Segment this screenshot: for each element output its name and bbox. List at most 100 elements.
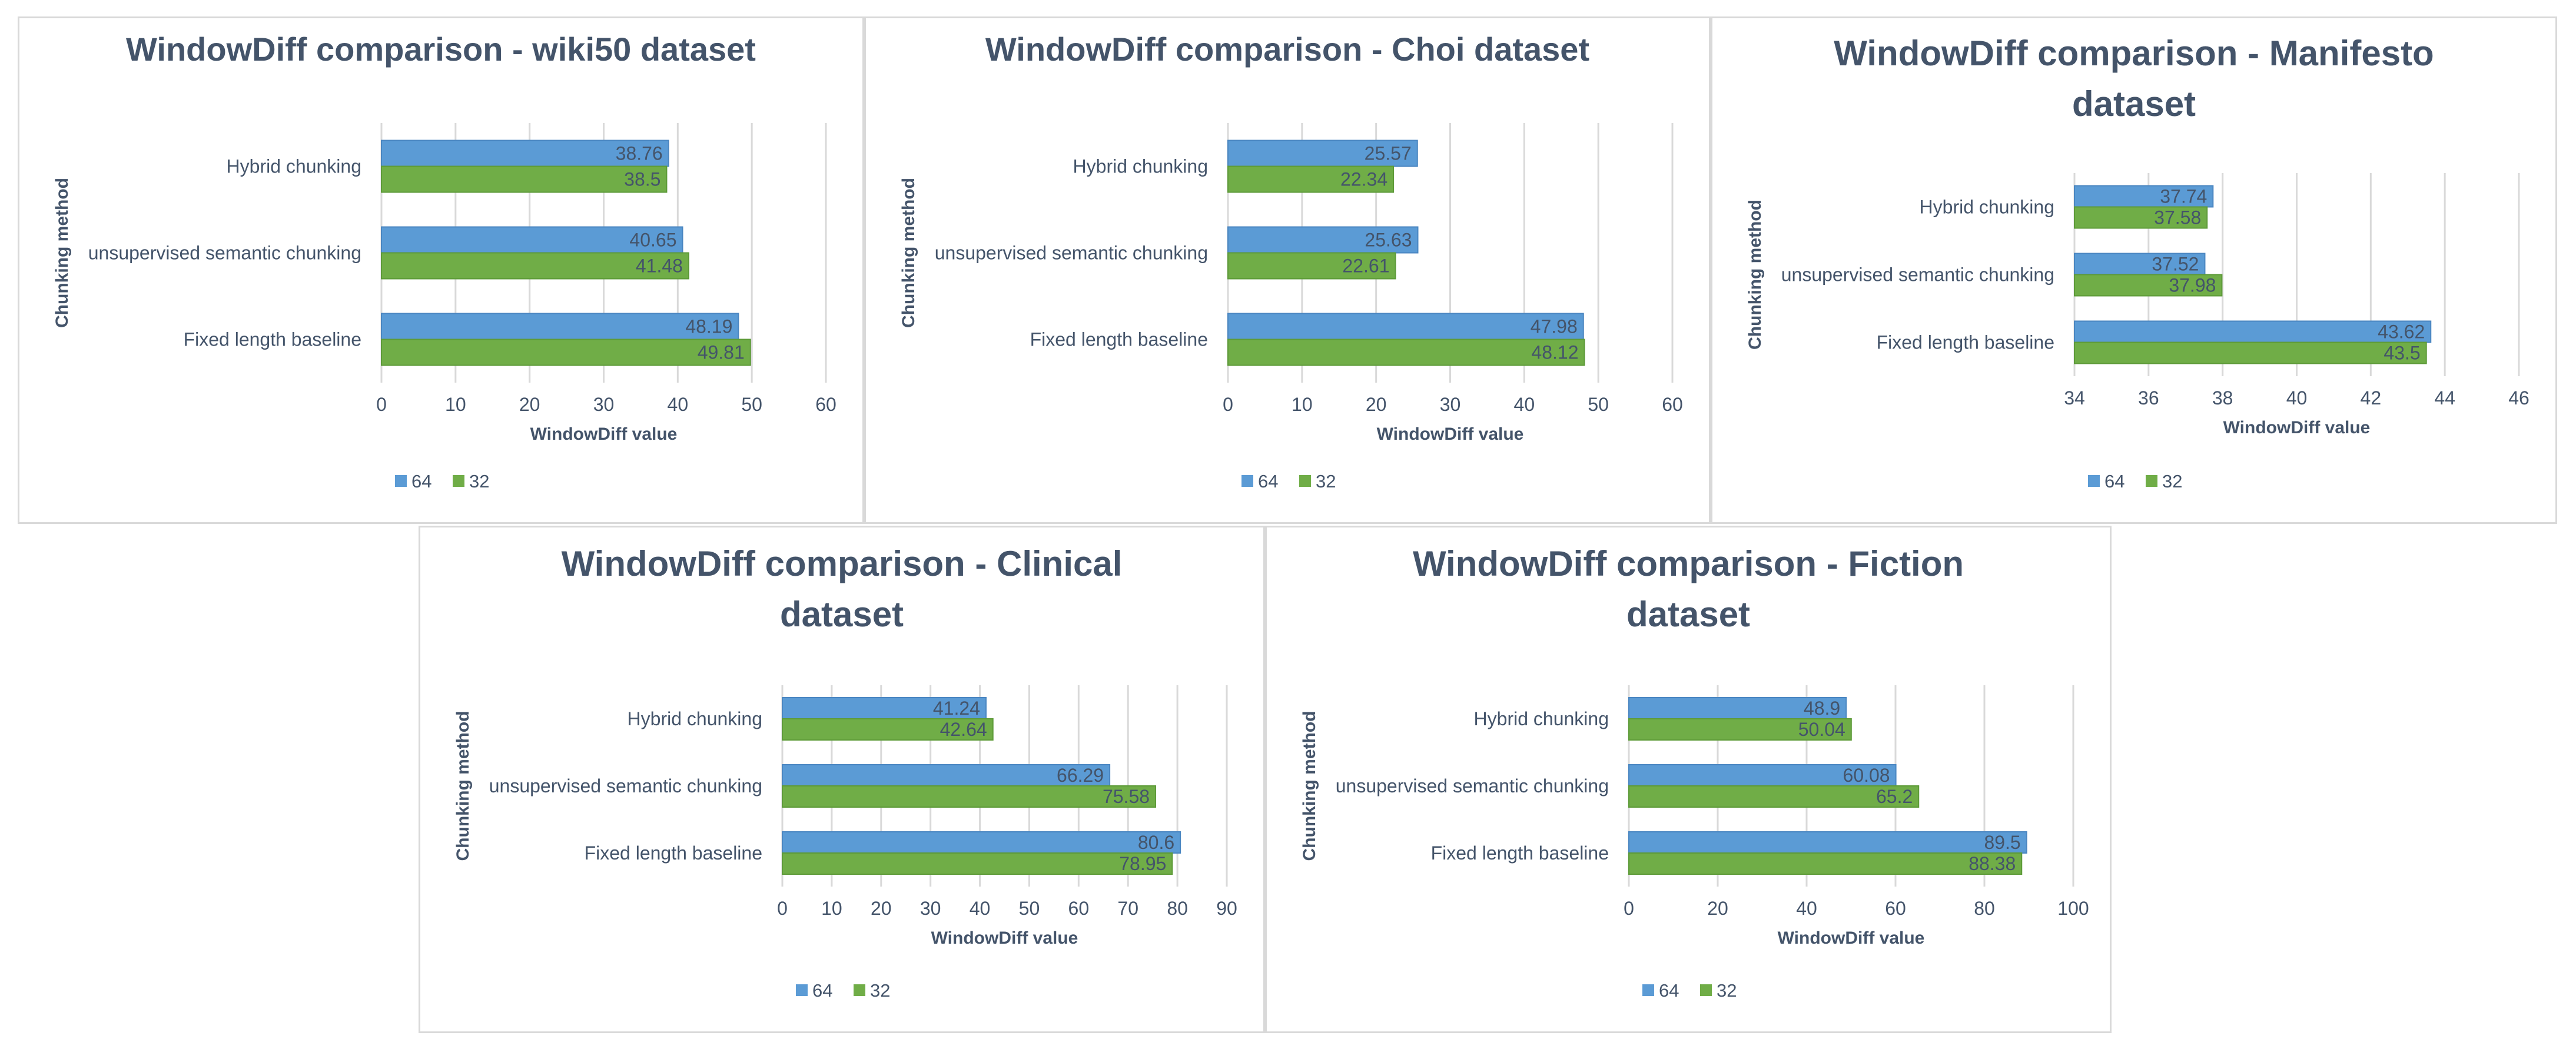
y-axis-title: Chunking method (899, 178, 918, 328)
legend-label: 64 (2104, 471, 2124, 492)
chart-title: WindowDiff comparison - Clinical (562, 544, 1123, 583)
bar-series-32 (381, 252, 689, 280)
bar-series-32 (1227, 252, 1396, 280)
x-tick-label: 0 (1223, 394, 1233, 415)
data-label: 38.76 (616, 143, 663, 164)
data-label: 50.04 (1798, 719, 1845, 740)
x-tick-label: 20 (871, 898, 892, 919)
bar-series-64 (782, 764, 1111, 786)
legend-label: 64 (812, 980, 832, 1001)
data-label: 25.63 (1365, 230, 1412, 251)
y-axis-title: Chunking method (52, 178, 72, 328)
data-label: 41.24 (933, 698, 980, 719)
chart-svg: WindowDiff comparison - Choi dataset 0 10 2… (899, 31, 1683, 492)
x-tick-label: 80 (1167, 898, 1188, 919)
chart-panel-manifesto: WindowDiff comparison - Manifesto dataset… (1711, 16, 2557, 524)
data-label: 22.61 (1342, 255, 1389, 277)
data-label: 88.38 (1968, 853, 2016, 874)
data-label: 37.52 (2152, 254, 2199, 275)
legend-label: 64 (1659, 980, 1679, 1001)
data-label: 48.9 (1804, 698, 1840, 719)
bar-series-64 (381, 226, 683, 254)
x-tick-label: 60 (815, 394, 836, 415)
bar-series-32 (2074, 274, 2223, 297)
bar-series-64 (782, 831, 1181, 854)
x-tick-label: 40 (1796, 898, 1817, 919)
legend-swatch-64 (1642, 984, 1654, 996)
x-tick-label: 50 (741, 394, 762, 415)
category-label: Fixed length baseline (585, 842, 762, 864)
x-tick-label: 30 (920, 898, 941, 919)
x-tick-label: 46 (2508, 387, 2529, 409)
bar-series-32 (1628, 852, 2023, 875)
category-label: unsupervised semantic chunking (935, 243, 1208, 264)
bar-series-32 (1628, 785, 1920, 808)
legend-label: 64 (411, 471, 431, 492)
data-label: 89.5 (1984, 832, 2020, 853)
bar-series-32 (782, 785, 1157, 808)
category-label: unsupervised semantic chunking (489, 775, 762, 797)
legend-label: 32 (1316, 471, 1336, 492)
x-tick-label: 0 (376, 394, 387, 415)
x-tick-label: 10 (1292, 394, 1313, 415)
data-label: 41.48 (636, 255, 683, 277)
legend-label: 32 (469, 471, 489, 492)
category-label: Fixed length baseline (1030, 329, 1208, 350)
x-tick-label: 44 (2434, 387, 2455, 409)
chart-panel-clinical: WindowDiff comparison - Clinical dataset 0… (419, 526, 1265, 1033)
x-tick-label: 38 (2212, 387, 2233, 409)
chart-title: dataset (2072, 84, 2196, 124)
data-label: 75.58 (1103, 786, 1150, 807)
y-axis-title: Chunking method (1300, 711, 1319, 861)
legend-label: 32 (1717, 980, 1737, 1001)
data-label: 38.5 (624, 169, 660, 190)
bar-series-32 (1628, 718, 1852, 741)
x-tick-label: 10 (821, 898, 842, 919)
x-tick-label: 60 (1885, 898, 1906, 919)
x-tick-label: 80 (1974, 898, 1995, 919)
data-label: 37.74 (2160, 186, 2207, 207)
legend-swatch-32 (453, 475, 464, 487)
data-label: 40.65 (629, 230, 676, 251)
data-label: 37.58 (2154, 207, 2201, 228)
data-label: 80.6 (1138, 832, 1174, 853)
bar-series-64 (2074, 320, 2432, 343)
data-label: 37.98 (2169, 275, 2216, 296)
data-label: 42.64 (940, 719, 987, 740)
category-label: Fixed length baseline (184, 329, 361, 350)
bar-series-64 (2074, 253, 2206, 276)
category-label: unsupervised semantic chunking (1781, 264, 2054, 286)
legend-swatch-32 (2146, 475, 2157, 487)
data-label: 78.95 (1119, 853, 1166, 874)
x-axis-title: WindowDiff value (931, 928, 1078, 948)
x-axis-title: WindowDiff value (1778, 928, 1925, 948)
legend-swatch-32 (1299, 475, 1311, 487)
category-label: unsupervised semantic chunking (88, 243, 361, 264)
category-label: Fixed length baseline (1431, 842, 1609, 864)
chart-title: dataset (1626, 595, 1750, 634)
legend-label: 32 (870, 980, 890, 1001)
x-tick-label: 36 (2138, 387, 2159, 409)
x-tick-label: 30 (593, 394, 615, 415)
data-label: 47.98 (1531, 316, 1578, 337)
x-tick-label: 0 (1624, 898, 1634, 919)
x-tick-label: 30 (1440, 394, 1461, 415)
y-axis-title: Chunking method (1745, 200, 1765, 350)
data-label: 43.5 (2384, 343, 2420, 364)
category-label: Hybrid chunking (628, 708, 762, 729)
bar-series-64 (381, 140, 669, 167)
chart-title: WindowDiff comparison - Choi dataset (985, 31, 1589, 68)
chart-svg: WindowDiff comparison - wiki50 dataset 0 1… (52, 31, 836, 492)
category-label: unsupervised semantic chunking (1336, 775, 1609, 797)
bar-series-32 (2074, 206, 2208, 229)
legend-swatch-64 (1241, 475, 1253, 487)
legend-swatch-64 (796, 984, 808, 996)
x-tick-label: 100 (2057, 898, 2089, 919)
category-label: Hybrid chunking (1474, 708, 1609, 729)
x-tick-label: 34 (2064, 387, 2085, 409)
data-label: 22.34 (1340, 169, 1387, 190)
bar-series-32 (1227, 165, 1395, 193)
x-tick-label: 50 (1019, 898, 1040, 919)
x-tick-label: 40 (2286, 387, 2308, 409)
x-tick-label: 40 (970, 898, 991, 919)
